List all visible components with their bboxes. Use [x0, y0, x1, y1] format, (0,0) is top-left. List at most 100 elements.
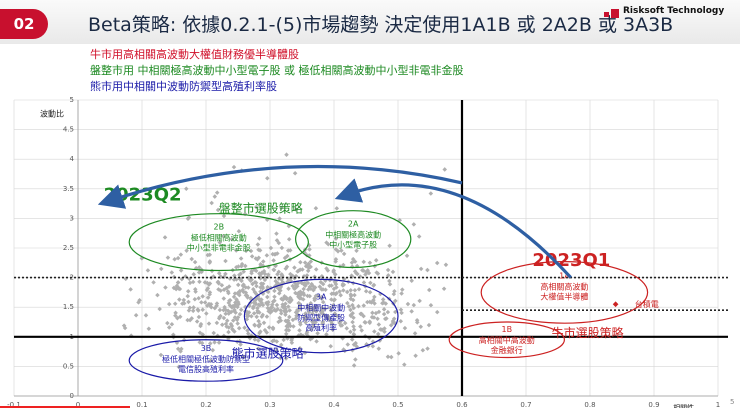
data-point — [381, 307, 387, 312]
data-point — [269, 309, 274, 314]
data-point — [305, 303, 310, 308]
data-point — [184, 186, 189, 191]
data-point — [191, 305, 196, 310]
region-label-2A: 2A — [348, 219, 359, 228]
x-tick-label: 0.3 — [264, 401, 275, 408]
data-point — [264, 314, 270, 319]
data-point — [253, 268, 259, 274]
data-point — [288, 298, 294, 303]
data-point — [165, 320, 170, 326]
region-label-1A: 1A — [559, 272, 570, 281]
data-point — [257, 236, 262, 241]
region-desc-1B: 高相關中高波動 — [479, 335, 535, 345]
data-point — [348, 293, 354, 299]
data-point — [399, 291, 404, 296]
data-point — [204, 311, 209, 316]
region-label-3A: 3A — [316, 293, 327, 302]
data-point — [219, 283, 225, 288]
data-point — [381, 300, 386, 306]
data-point — [310, 308, 316, 313]
data-point — [409, 309, 414, 314]
data-point — [428, 302, 434, 308]
data-point — [185, 293, 191, 299]
data-point — [258, 281, 264, 286]
data-point — [341, 251, 347, 257]
data-point — [272, 288, 277, 294]
x-tick-label: 0.9 — [648, 401, 659, 408]
data-point — [349, 337, 355, 342]
data-point — [191, 272, 196, 277]
data-point — [287, 314, 292, 320]
region-ellipse-3A — [243, 278, 399, 354]
data-point — [276, 240, 282, 246]
data-point — [283, 356, 289, 361]
data-point — [192, 296, 198, 302]
y-tick-label: 2.5 — [63, 244, 74, 252]
data-point — [283, 331, 289, 337]
data-point — [162, 235, 168, 240]
data-point — [328, 343, 333, 349]
data-point — [158, 352, 164, 358]
data-point — [232, 291, 238, 296]
data-point — [205, 286, 211, 291]
data-point — [238, 271, 243, 277]
data-point — [362, 319, 368, 325]
data-point — [296, 300, 301, 306]
data-point — [301, 286, 306, 292]
region-desc-1B: 金融銀行 — [491, 345, 523, 355]
data-point — [350, 319, 355, 325]
data-point — [325, 268, 331, 273]
data-point — [370, 310, 375, 316]
data-point — [243, 263, 248, 269]
data-point — [356, 287, 362, 292]
data-point — [173, 313, 178, 318]
data-point — [214, 301, 220, 306]
data-point — [367, 320, 373, 326]
data-point — [369, 314, 375, 320]
data-point — [372, 329, 377, 334]
data-point — [181, 297, 187, 303]
data-point — [146, 326, 152, 332]
data-point — [211, 330, 216, 336]
data-point — [223, 311, 228, 316]
region-desc-1A: 高相關高波動 — [540, 282, 588, 292]
region-desc-2B: 極低相關高波動 — [191, 232, 247, 242]
data-point — [420, 347, 426, 353]
data-point — [402, 362, 407, 367]
data-point — [254, 314, 259, 320]
data-point — [302, 316, 307, 322]
data-point — [197, 340, 203, 345]
y-tick-label: 4 — [70, 155, 75, 163]
data-point — [235, 321, 240, 326]
data-point — [262, 327, 268, 333]
data-point — [427, 287, 432, 293]
data-point — [376, 346, 382, 351]
footer-line — [0, 406, 130, 408]
data-point — [249, 277, 254, 282]
data-point — [249, 254, 255, 259]
data-point — [185, 317, 190, 323]
data-point — [396, 351, 401, 356]
data-point — [356, 304, 361, 309]
region-desc-1A: 大權值半導體 — [540, 292, 588, 302]
data-point — [320, 299, 326, 305]
data-point — [322, 306, 328, 312]
data-point — [284, 318, 290, 324]
data-point — [280, 296, 286, 301]
data-point — [246, 313, 251, 318]
data-point — [262, 275, 268, 280]
data-point — [200, 307, 205, 312]
data-point — [136, 300, 141, 305]
data-point — [262, 277, 268, 283]
data-point — [207, 341, 213, 346]
data-point — [278, 342, 284, 348]
data-point — [253, 280, 259, 285]
data-point — [128, 287, 133, 292]
data-point — [417, 298, 422, 304]
data-point — [166, 301, 172, 307]
data-point — [214, 320, 220, 326]
y-tick-label: 4.5 — [63, 126, 74, 134]
data-point — [358, 311, 363, 317]
data-point — [329, 297, 334, 302]
data-point — [398, 307, 404, 313]
